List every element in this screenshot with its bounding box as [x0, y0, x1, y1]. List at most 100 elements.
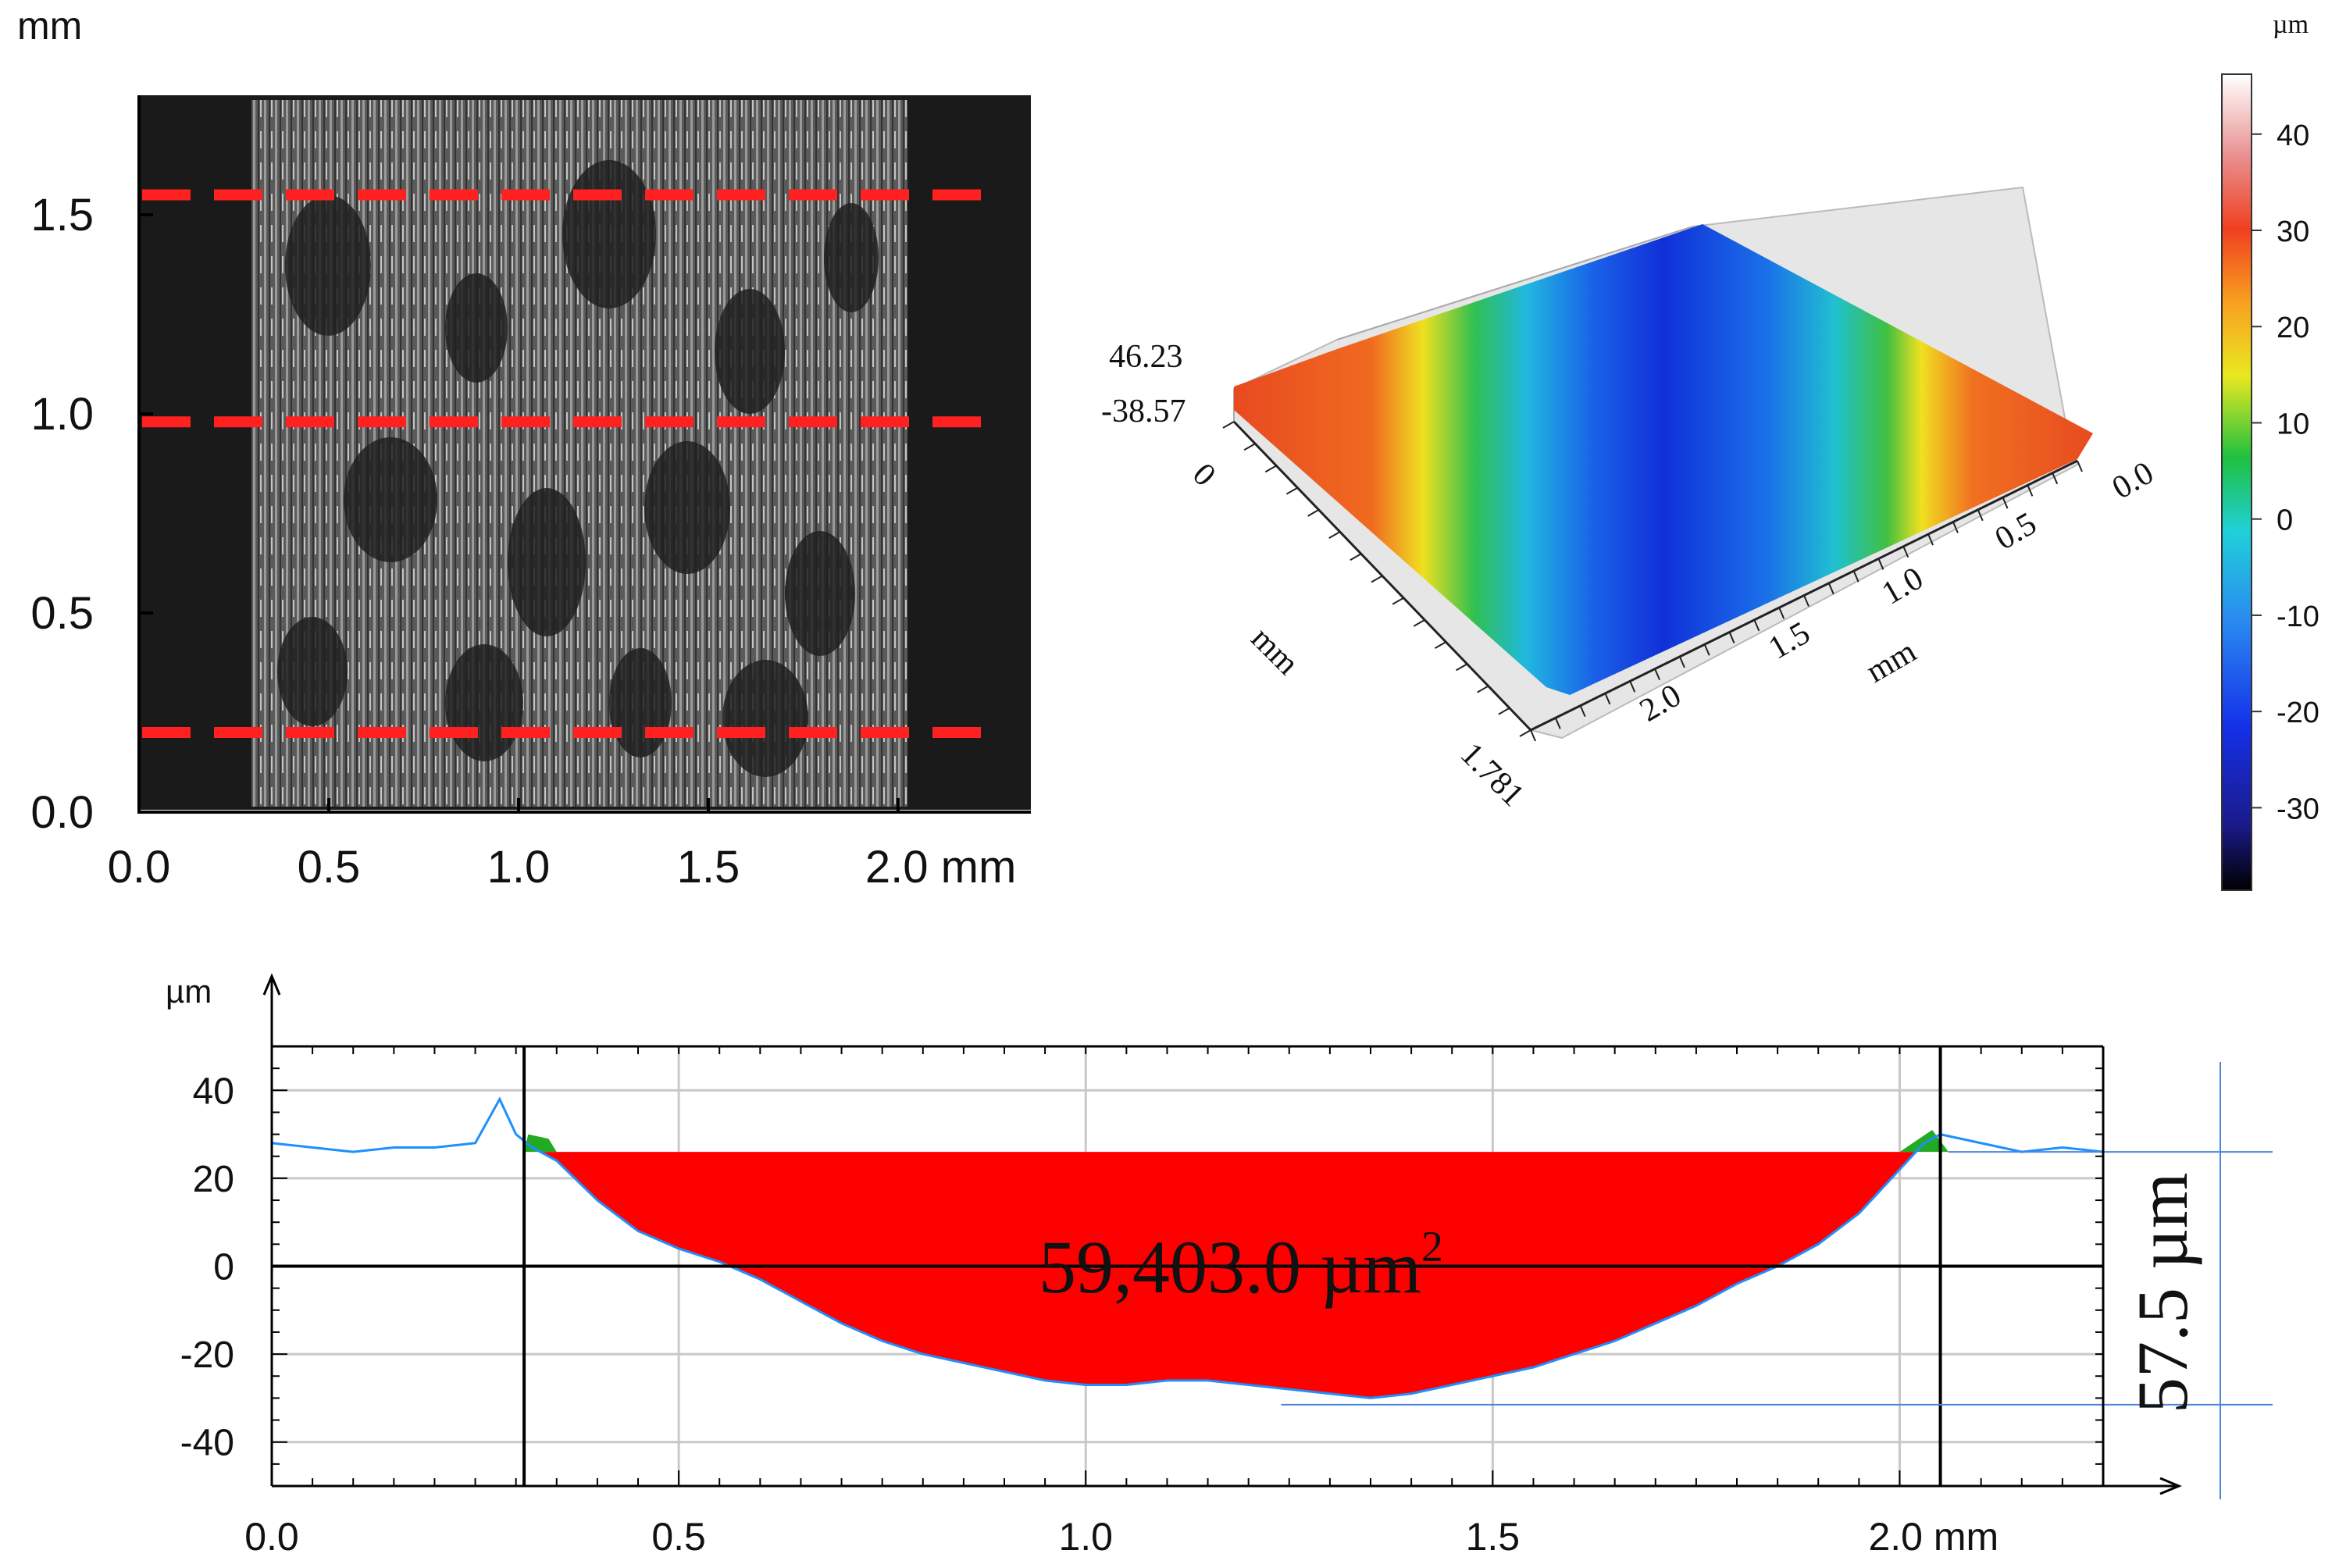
panel-b-surface: [1234, 224, 2093, 695]
panel-b-x-tick: [1877, 558, 1884, 570]
panel-b-y-tick: [1498, 707, 1510, 715]
profile-y-arrow: [262, 973, 281, 996]
panel-b-y-tick: [1371, 575, 1383, 583]
colorbar-tick-label: 20: [2277, 312, 2309, 344]
panel-b-y-tick: [1392, 597, 1404, 605]
panel-a-x-tick-label: 0.0: [108, 842, 171, 893]
panel-b-x-axis-label: mm: [1860, 633, 1923, 690]
profile-area-fill: [540, 1152, 1916, 1399]
panel-b-x-tick: [1803, 595, 1810, 607]
colorbar-tick-label: 0: [2277, 504, 2293, 537]
profile-x-tick-label: 1.5: [1466, 1515, 1521, 1559]
profile-y-tick-label: -40: [180, 1423, 234, 1464]
panel-b-x-tick: [1927, 533, 1934, 546]
panel-b-x-tick: [2027, 484, 2034, 497]
profile-y-tick-label: -20: [180, 1335, 234, 1376]
panel-b-y-tick: [1434, 641, 1446, 650]
panel-a-x-tick-label: 0.5: [298, 842, 361, 893]
panel-b-y-tick: [1456, 663, 1468, 672]
panel-b-x-tick: [1827, 583, 1834, 595]
panel-b-x-tick: [1654, 668, 1661, 680]
panel-b-x-tick: [2002, 497, 2009, 509]
profile-x-tick-label: 1.0: [1058, 1515, 1113, 1559]
panel-a-x-ticks: 0.0 0.5 1.0 1.5 2.0 mm: [108, 798, 1016, 893]
panel-b-grid-line: [1336, 226, 1694, 340]
profile-peak-left: [524, 1134, 557, 1153]
panel-b-x-tick: [1604, 693, 1611, 705]
colorbar-tick-label: 30: [2277, 216, 2309, 248]
panel-b-x-tick: [1728, 632, 1735, 643]
panel-a-y-tick-label: 1.5: [30, 190, 94, 241]
panel-b-y-tick: [1243, 443, 1256, 451]
profile-x-tick-label: 0.0: [244, 1515, 299, 1559]
panel-b-y-tick: [1307, 508, 1320, 517]
profile-peak-right: [1899, 1129, 1949, 1153]
panel-b-y-tick: [1285, 486, 1298, 495]
panel-b-x-tick: [1629, 680, 1636, 693]
panel-b-x-tick: [1852, 570, 1859, 583]
panel-b: 46.23 -38.57 0 mm 1.781 mm 0.00.51.01.52…: [1101, 186, 2159, 814]
panel-b-y-tick: [1264, 465, 1277, 473]
colorbar-unit: µm: [2273, 10, 2309, 39]
profile-x-arrow: [2159, 1477, 2182, 1495]
panel-a-x-tick-label: 2.0 mm: [865, 842, 1016, 893]
panel-b-y-tick: [1350, 553, 1362, 561]
profile-y-tick-label: 0: [213, 1247, 234, 1288]
profile-y-tick-label: 20: [193, 1159, 234, 1200]
panel-b-y-tick: [1519, 729, 1531, 737]
colorbar: µm 40 30 20 10 0 -10 -20 -30: [2221, 10, 2319, 891]
profile-x-tick-label: 0.5: [651, 1515, 706, 1559]
panel-a-unit: mm: [17, 4, 82, 48]
profile-area-label: 59,403.0 µm2: [1039, 1223, 1443, 1309]
panel-b-y-tick: [1413, 619, 1425, 627]
panel-b-x-tick: [1530, 729, 1536, 742]
profile-y-ticks: 40 20 0 -20 -40: [180, 1071, 234, 1463]
profile-y-tick-label: 40: [193, 1071, 234, 1112]
panel-b-y-tick: [1222, 421, 1235, 429]
panel-b-x-tick: [1778, 607, 1785, 619]
panel-b-x-tick-label: 0.5: [1989, 506, 2042, 558]
panel-b-x-tick: [1554, 717, 1561, 729]
colorbar-tick-label: 10: [2277, 408, 2309, 440]
panel-a-x-tick-label: 1.0: [487, 842, 551, 893]
colorbar-tick-label: -20: [2277, 697, 2319, 729]
colorbar-ticks: 40 30 20 10 0 -10 -20 -30: [2252, 119, 2319, 825]
panel-b-y-tick: [1477, 685, 1489, 693]
profile-depth-label: 57.5 µm: [2123, 1172, 2202, 1413]
panel-b-y-axis-label: mm: [1244, 621, 1306, 682]
profile-depth-measure: [1281, 1062, 2273, 1499]
panel-b-z-max: 46.23: [1109, 339, 1183, 375]
profile-x-tick-label: 2.0 mm: [1868, 1515, 1998, 1559]
panel-b-x-tick: [1579, 705, 1586, 718]
panel-b-x-tick-label: 0.0: [2106, 455, 2159, 507]
panel-a-y-tick-label: 1.0: [30, 389, 94, 440]
profile-axes: [262, 973, 2182, 1495]
panel-a-y-ticks: 0.0 0.5 1.0 1.5: [30, 190, 153, 838]
panel-b-x-tick: [1753, 619, 1760, 632]
panel-b-x-tick: [1902, 546, 1909, 558]
panel-b-z-min: -38.57: [1101, 394, 1186, 429]
profile-line: [271, 1096, 2104, 1399]
panel-a-x-tick-label: 1.5: [677, 842, 740, 893]
profile-y-unit: µm: [166, 973, 212, 1010]
panel-a-texture: [277, 160, 879, 777]
panel-b-ticks: [1222, 421, 2083, 742]
panel-b-y-tick: [1328, 531, 1341, 539]
panel-b-x-tick: [1952, 522, 1959, 533]
profile-markers: [272, 1046, 2103, 1486]
panel-b-y-start: 0: [1186, 457, 1222, 494]
panel-a-y-tick-label: 0.5: [30, 588, 94, 639]
panel-b-x-tick: [1678, 656, 1685, 668]
colorbar-tick-label: -30: [2277, 793, 2319, 825]
panel-b-x-tick: [2077, 460, 2083, 472]
profile-x-ticks: 0.0 0.5 1.0 1.5 2.0 mm: [244, 1515, 1998, 1559]
colorbar-tick-label: -10: [2277, 600, 2319, 633]
colorbar-tick-label: 40: [2277, 119, 2309, 152]
panel-b-x-tick: [1977, 509, 1984, 522]
panel-b-x-tick: [2052, 472, 2059, 485]
panel-c: 0.0 0.5 1.0 1.5 2.0 mm 40 20 0 -20 -40 µm 59,403…: [166, 973, 2273, 1559]
colorbar-gradient: [2221, 73, 2252, 891]
panel-a: mm 0.0 0.5 1.0 1.5 2.0 mm 0.0 0.5 1.0 1.5: [17, 4, 1031, 893]
panel-b-x-tick: [1703, 643, 1710, 656]
